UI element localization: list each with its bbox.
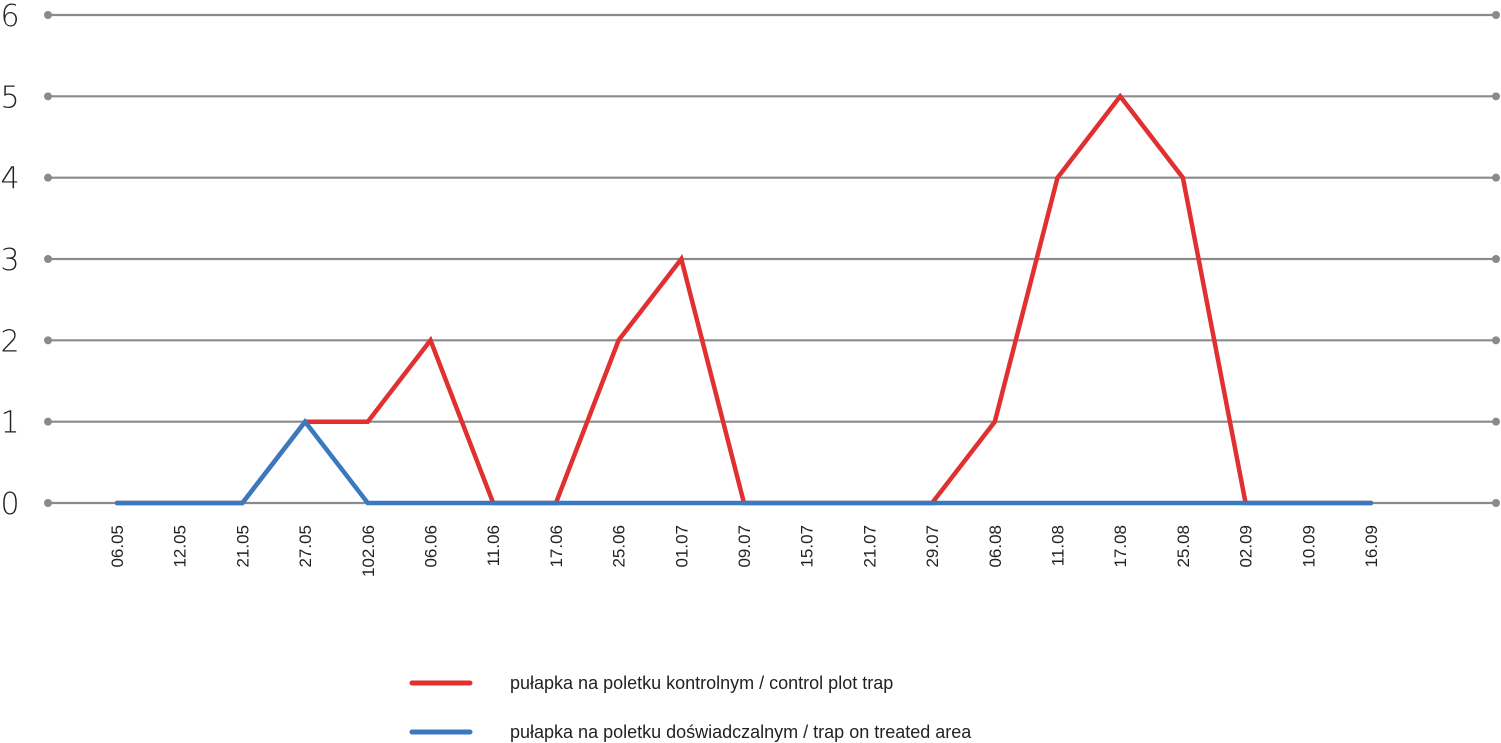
legend: pułapka na poletku kontrolnym / control … [409,673,972,742]
x-axis-ticks: 06.05 12.05 21.05 27.05 102.06 06.06 11.06 17.0… [108,525,1381,577]
grid [44,11,1500,507]
x-tick-label: 02.09 [1237,525,1256,568]
y-tick-label: 6 [0,0,19,34]
y-tick-label: 2 [0,324,19,359]
x-tick-label: 06.06 [422,525,441,568]
x-tick-label: 15.07 [798,525,817,568]
y-tick-label: 4 [0,162,19,197]
gridline-right-dot [1492,92,1500,101]
x-tick-label: 16.09 [1362,525,1381,568]
y-tick-label: 5 [0,80,19,115]
gridline-right-dot [1492,336,1500,345]
gridline-left-dot [44,11,52,19]
x-tick-label: 21.07 [860,525,879,568]
gridline-right-dot [1492,11,1500,19]
x-tick-label: 06.08 [986,525,1005,568]
legend-label: pułapka na poletku kontrolnym / control … [510,673,893,693]
series-lines [114,92,1374,506]
x-tick-label: 27.05 [296,525,315,568]
legend-label: pułapka na poletku doświadczalnym / trap… [510,722,972,742]
gridline-left-dot [44,336,52,345]
series-line-control [114,92,1374,506]
x-tick-label: 11.06 [484,525,503,566]
gridline-right-dot [1492,255,1500,263]
x-tick-label: 10.09 [1299,525,1318,568]
gridline-right-dot [1492,499,1500,507]
gridline-left-dot [44,499,52,507]
x-tick-label: 21.05 [233,525,252,568]
gridline-right-dot [1492,173,1500,182]
y-tick-label: 3 [0,243,19,278]
gridline-right-dot [1492,417,1500,426]
x-tick-label: 29.07 [923,525,942,568]
y-tick-label: 0 [0,487,19,522]
x-tick-label: 102.06 [359,525,378,577]
series-line-treated [114,418,1374,506]
gridline-left-dot [44,417,52,426]
x-tick-label: 25.06 [610,525,629,568]
x-tick-label: 09.07 [735,525,754,568]
x-tick-label: 17.08 [1111,525,1130,568]
x-tick-label: 17.06 [547,525,566,568]
y-tick-label: 1 [0,406,19,441]
gridline-left-dot [44,173,52,182]
gridline-left-dot [44,255,52,263]
x-tick-label: 25.08 [1174,525,1193,568]
x-tick-label: 06.05 [108,525,127,568]
y-axis-ticks: 0 1 2 3 4 5 6 [0,0,19,522]
gridline-left-dot [44,92,52,101]
x-tick-label: 11.08 [1049,525,1068,566]
x-tick-label: 12.05 [171,525,190,568]
x-tick-label: 01.07 [672,525,691,568]
